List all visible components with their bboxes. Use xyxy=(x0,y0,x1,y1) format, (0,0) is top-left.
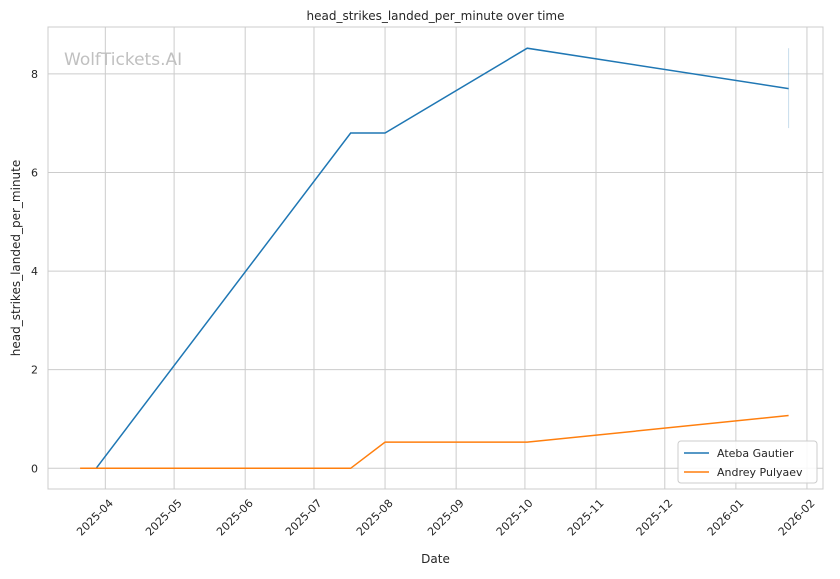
y-tick-label: 2 xyxy=(31,364,38,377)
x-tick-label: 2025-06 xyxy=(214,497,256,539)
x-tick-label: 2025-08 xyxy=(354,497,396,539)
chart-title: head_strikes_landed_per_minute over time xyxy=(306,9,564,23)
x-tick-label: 2025-09 xyxy=(425,497,467,539)
legend-label: Andrey Pulyaev xyxy=(717,466,803,479)
x-tick-label: 2025-07 xyxy=(283,497,325,539)
x-axis-label: Date xyxy=(421,552,450,566)
x-tick-label: 2026-02 xyxy=(776,497,818,539)
y-axis-label: head_strikes_landed_per_minute xyxy=(9,160,23,357)
x-tick-label: 2025-05 xyxy=(143,497,185,539)
y-tick-label: 8 xyxy=(31,68,38,81)
x-tick-label: 2025-04 xyxy=(74,497,116,539)
x-tick-label: 2025-10 xyxy=(494,497,536,539)
x-tick-label: 2026-01 xyxy=(705,497,747,539)
x-tick-label: 2025-11 xyxy=(565,497,607,539)
legend xyxy=(677,440,818,484)
x-tick-label: 2025-12 xyxy=(634,497,676,539)
series-line-1 xyxy=(80,414,789,470)
y-tick-label: 0 xyxy=(31,462,38,475)
series-line-0 xyxy=(95,47,789,469)
y-tick-label: 6 xyxy=(31,166,38,179)
plot-frame xyxy=(47,26,824,490)
y-tick-label: 4 xyxy=(31,265,38,278)
watermark: WolfTickets.AI xyxy=(64,50,182,70)
legend-label: Ateba Gautier xyxy=(717,447,794,460)
